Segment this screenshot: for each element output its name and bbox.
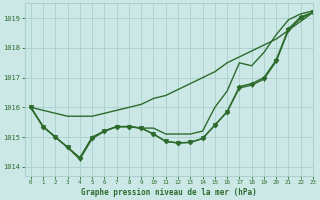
X-axis label: Graphe pression niveau de la mer (hPa): Graphe pression niveau de la mer (hPa) (81, 188, 257, 197)
